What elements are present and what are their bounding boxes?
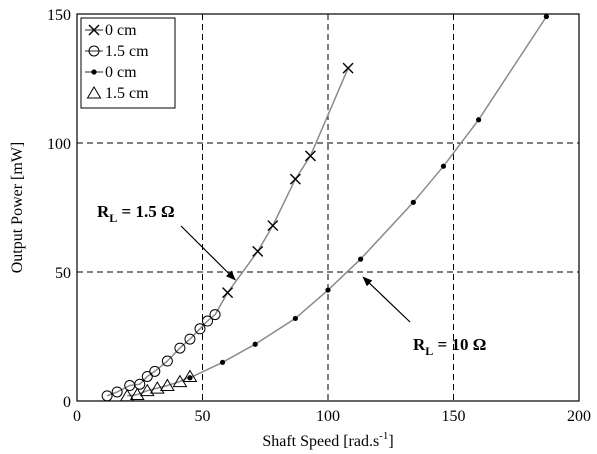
plot-frame <box>76 13 580 402</box>
data-point-s3 <box>219 359 226 365</box>
legend-item: 0 cm <box>85 22 137 39</box>
data-point-s1 <box>289 173 301 185</box>
data-point-s2 <box>161 355 173 367</box>
legend-label: 1.5 cm <box>105 85 149 102</box>
legend-marker <box>88 24 100 36</box>
annotation-rl-10: RL = 10 Ω <box>362 276 486 358</box>
curve-1 <box>106 67 349 397</box>
data-point-s1 <box>222 287 234 299</box>
legend-item: 1.5 cm <box>86 85 149 102</box>
data-point-s2 <box>209 309 221 321</box>
legend: 0 cm 1.5 cm 0 cm 1.5 cm <box>80 17 176 109</box>
grid <box>77 14 579 401</box>
legend-label: 0 cm <box>105 22 137 39</box>
markers <box>101 13 549 402</box>
legend-label: 1.5 cm <box>105 43 149 60</box>
x-tick-label: 200 <box>567 408 591 425</box>
y-tick-label: 150 <box>47 7 71 24</box>
data-point-s2 <box>101 390 113 402</box>
annotation-arrow <box>362 276 411 323</box>
legend-marker <box>88 45 100 57</box>
annotation-arrow <box>180 225 236 281</box>
data-point-s4 <box>182 369 198 382</box>
data-point-s2 <box>194 323 206 335</box>
y-axis-title: Output Power [mW] <box>9 142 26 274</box>
data-point-s3 <box>410 199 416 205</box>
data-point-s3 <box>252 341 258 347</box>
svg-text:RL = 1.5 Ω: RL = 1.5 Ω <box>97 202 175 225</box>
y-tick-label: 50 <box>55 265 71 282</box>
data-point-s2 <box>141 370 153 382</box>
data-point-s4 <box>139 383 155 397</box>
data-point-s2 <box>111 386 123 398</box>
legend-marker <box>86 86 102 99</box>
x-tick-label: 100 <box>316 408 340 425</box>
data-point-s3 <box>292 315 298 322</box>
legend-item: 0 cm <box>85 64 137 81</box>
x-tick-label: 150 <box>442 408 466 425</box>
x-tick-label: 50 <box>195 408 211 425</box>
data-point-s3 <box>358 256 364 262</box>
data-point-s2 <box>149 365 161 377</box>
data-point-s3 <box>187 375 193 381</box>
y-tick-label: 100 <box>47 136 71 153</box>
x-tick-label: 0 <box>73 408 81 425</box>
data-point-s1 <box>304 150 316 162</box>
data-point-s2 <box>202 315 214 327</box>
legend-label: 0 cm <box>105 64 137 81</box>
svg-text:RL = 10 Ω: RL = 10 Ω <box>413 335 486 358</box>
data-point-s1 <box>252 245 264 257</box>
data-point-s3 <box>325 287 331 293</box>
y-tick-label: 0 <box>63 394 71 411</box>
data-point-s2 <box>174 342 186 354</box>
data-point-s2 <box>134 378 146 390</box>
data-point-s2 <box>184 333 196 345</box>
data-point-s4 <box>129 387 145 401</box>
annotation-rl-1-5: RL = 1.5 Ω <box>97 202 236 281</box>
x-axis-title: Shaft Speed [rad.s-1] <box>262 430 393 450</box>
data-point-s4 <box>159 378 175 392</box>
data-point-s3 <box>543 13 549 20</box>
data-point-s4 <box>119 388 135 402</box>
data-point-s4 <box>149 381 165 394</box>
tick-labels: 0 50 100 150 200 0 50 100 150 <box>47 7 591 425</box>
data-point-s1 <box>267 220 279 232</box>
data-point-s1 <box>342 62 354 74</box>
data-point-s3 <box>476 117 482 123</box>
data-point-s3 <box>440 163 447 169</box>
legend-marker <box>91 69 97 75</box>
legend-item: 1.5 cm <box>85 43 149 60</box>
